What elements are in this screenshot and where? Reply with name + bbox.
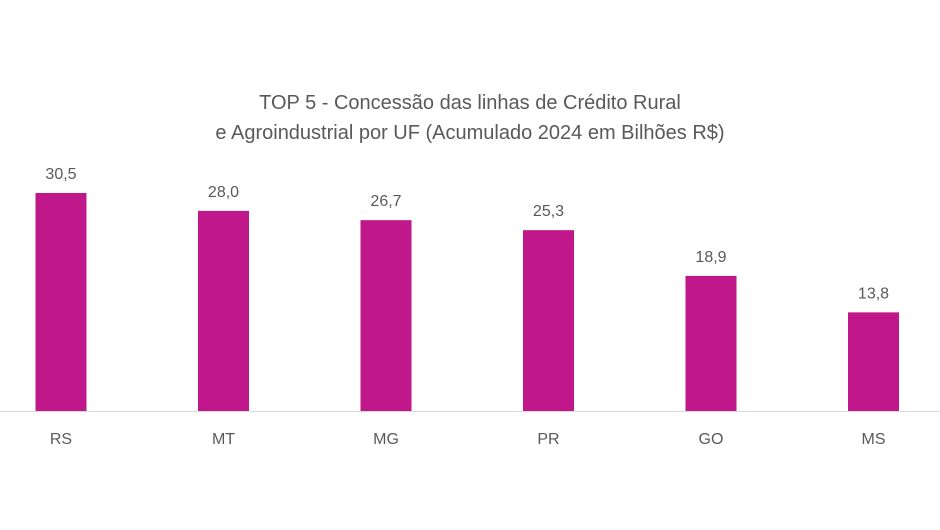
data-label-pr: 25,3 <box>533 203 564 220</box>
data-label-go: 18,9 <box>695 249 726 266</box>
data-label-rs: 30,5 <box>45 166 76 183</box>
bar-ms <box>848 312 899 411</box>
category-label-mg: MG <box>373 431 399 448</box>
chart-title-line-2: e Agroindustrial por UF (Acumulado 2024 … <box>215 122 725 144</box>
bar-pr <box>523 230 574 411</box>
category-label-mt: MT <box>212 431 235 448</box>
data-label-mg: 26,7 <box>370 193 401 210</box>
chart-title: TOP 5 - Concessão das linhas de Crédito … <box>0 88 940 148</box>
chart-title-line-1: TOP 5 - Concessão das linhas de Crédito … <box>259 92 681 114</box>
category-labels-group: RS MT MG PR GO MS <box>50 431 886 448</box>
category-label-go: GO <box>699 431 724 448</box>
category-label-ms: MS <box>862 431 886 448</box>
bars-group <box>35 193 899 411</box>
data-label-ms: 13,8 <box>858 285 889 302</box>
bar-mg <box>360 220 412 411</box>
category-label-rs: RS <box>50 431 72 448</box>
bar-rs <box>35 193 87 411</box>
category-label-pr: PR <box>537 431 559 448</box>
bar-go <box>685 275 737 411</box>
bar-mt <box>198 210 249 411</box>
data-label-mt: 28,0 <box>208 184 239 201</box>
data-labels-group: 30,5 28,0 26,7 25,3 18,9 13,8 <box>45 166 889 302</box>
